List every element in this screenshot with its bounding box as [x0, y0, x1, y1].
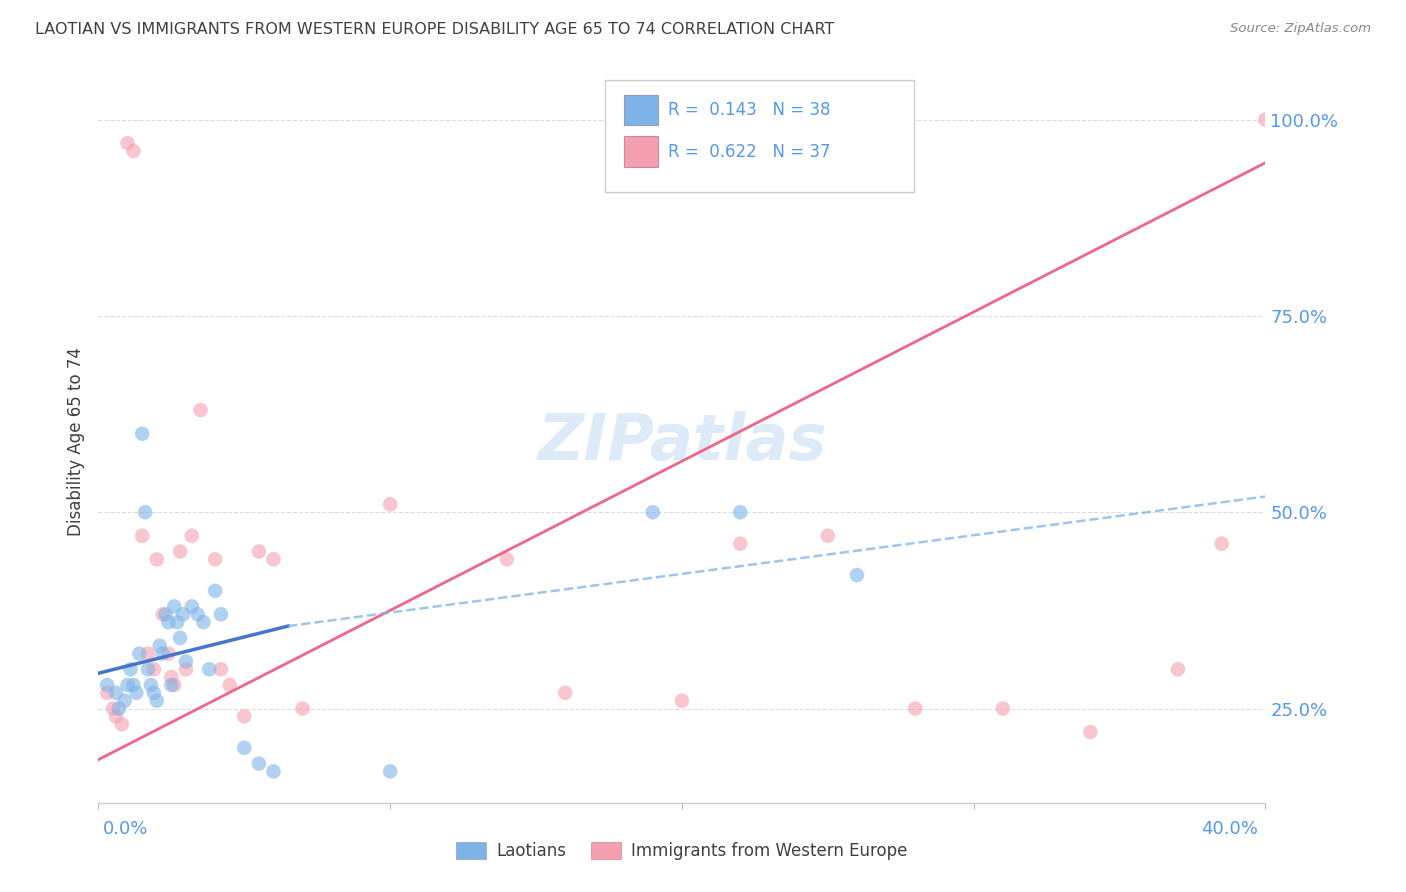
Text: 40.0%: 40.0%	[1202, 820, 1258, 838]
Point	[163, 599, 186, 614]
Point	[262, 764, 284, 779]
Point	[149, 639, 172, 653]
Point	[262, 552, 284, 566]
Point	[180, 529, 202, 543]
Point	[172, 607, 194, 622]
Point	[136, 647, 159, 661]
Point	[554, 686, 576, 700]
Point	[817, 529, 839, 543]
Point	[122, 144, 145, 158]
Point	[166, 615, 188, 630]
Point	[904, 701, 927, 715]
Point	[125, 686, 148, 700]
Point	[101, 701, 124, 715]
Point	[96, 686, 118, 700]
Point	[380, 497, 402, 511]
Point	[146, 552, 169, 566]
Point	[671, 694, 693, 708]
Point	[131, 529, 153, 543]
Point	[380, 764, 402, 779]
Point	[157, 647, 180, 661]
Point	[128, 647, 150, 661]
Point	[209, 662, 232, 676]
Point	[198, 662, 221, 676]
Point	[139, 678, 162, 692]
Point	[120, 662, 142, 676]
Point	[174, 655, 197, 669]
Point	[157, 615, 180, 630]
Point	[160, 670, 183, 684]
Point	[846, 568, 869, 582]
Point	[496, 552, 519, 566]
Point	[233, 740, 256, 755]
Point	[163, 678, 186, 692]
Point	[247, 756, 270, 771]
Legend: Laotians, Immigrants from Western Europe: Laotians, Immigrants from Western Europe	[450, 835, 914, 867]
Point	[155, 607, 177, 622]
Point	[134, 505, 156, 519]
Point	[174, 662, 197, 676]
Point	[193, 615, 215, 630]
Point	[104, 686, 127, 700]
Point	[96, 678, 118, 692]
Point	[730, 505, 752, 519]
Point	[122, 678, 145, 692]
Text: R =  0.622   N = 37: R = 0.622 N = 37	[668, 143, 831, 161]
Point	[641, 505, 664, 519]
Point	[104, 709, 127, 723]
Point	[117, 136, 139, 150]
Point	[218, 678, 240, 692]
Point	[108, 701, 131, 715]
Point	[114, 694, 136, 708]
Point	[169, 631, 191, 645]
Point	[142, 686, 165, 700]
Point	[1211, 536, 1233, 550]
Point	[209, 607, 232, 622]
Point	[233, 709, 256, 723]
Text: 0.0%: 0.0%	[103, 820, 148, 838]
Text: LAOTIAN VS IMMIGRANTS FROM WESTERN EUROPE DISABILITY AGE 65 TO 74 CORRELATION CH: LAOTIAN VS IMMIGRANTS FROM WESTERN EUROP…	[35, 22, 835, 37]
Point	[247, 544, 270, 558]
Point	[204, 583, 226, 598]
Y-axis label: Disability Age 65 to 74: Disability Age 65 to 74	[66, 347, 84, 536]
Point	[1254, 112, 1277, 127]
Point	[187, 607, 209, 622]
Text: ZIPatlas: ZIPatlas	[537, 410, 827, 473]
Point	[111, 717, 134, 731]
Point	[146, 694, 169, 708]
Point	[190, 403, 212, 417]
Point	[131, 426, 153, 441]
Point	[152, 607, 174, 622]
Point	[169, 544, 191, 558]
Point	[291, 701, 314, 715]
Text: R =  0.143   N = 38: R = 0.143 N = 38	[668, 101, 831, 119]
Point	[160, 678, 183, 692]
Point	[152, 647, 174, 661]
Point	[180, 599, 202, 614]
Point	[136, 662, 159, 676]
Point	[142, 662, 165, 676]
Point	[1080, 725, 1102, 739]
Point	[204, 552, 226, 566]
Text: Source: ZipAtlas.com: Source: ZipAtlas.com	[1230, 22, 1371, 36]
Point	[991, 701, 1014, 715]
Point	[1167, 662, 1189, 676]
Point	[730, 536, 752, 550]
Point	[117, 678, 139, 692]
